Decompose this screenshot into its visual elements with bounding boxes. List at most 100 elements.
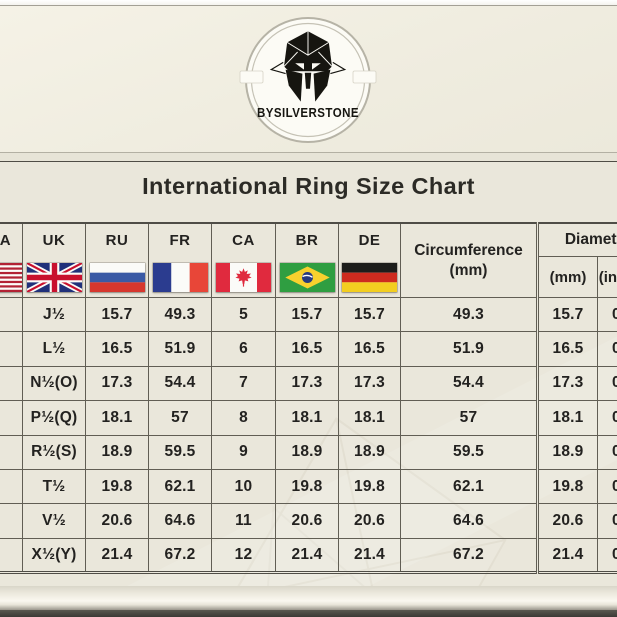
ca-label: CA [232,232,255,249]
cell-diameter-mm-r2: 16.5 [536,331,598,367]
cell-diameter-in-r1: 0.62 [597,296,617,333]
cell-usa-r4 [0,400,23,436]
cell-circumference-r3: 54.4 [400,365,538,402]
cell-fr-r6: 62.1 [148,468,212,505]
br-label: BR [295,232,319,249]
cell-ca-r3: 7 [211,365,276,402]
brand-logo: BYSILVERSTONE [239,17,377,143]
cell-diameter-in-r2: 0.65 [597,331,617,367]
cell-diameter-mm-r1: 15.7 [536,296,598,333]
cell-circumference-r2: 51.9 [400,331,538,367]
cell-usa-r8 [0,537,23,574]
cell-usa-r6 [0,468,23,505]
cell-de-r1: 15.7 [338,296,401,333]
col-header-diameter: Diameter [536,222,617,258]
col-header-ru: RU [85,222,149,298]
ru-flag-icon [89,257,145,297]
cell-br-r3: 17.3 [275,365,339,402]
cell-de-r5: 18.9 [338,434,401,470]
circumference-label: Circumference [414,242,523,260]
page-title: International Ring Size Chart [142,173,475,199]
col-header-usa: USA [0,222,23,298]
fr-flag-icon [152,257,208,297]
cell-ru-r6: 19.8 [85,468,149,505]
cell-ca-r6: 10 [211,468,276,505]
ca-flag-icon [216,257,271,297]
cell-de-r8: 21.4 [338,537,401,574]
cell-circumference-r5: 59.5 [400,434,538,470]
cell-ru-r7: 20.6 [85,503,149,539]
cell-br-r8: 21.4 [275,537,339,574]
cell-fr-r1: 49.3 [148,296,212,333]
cell-fr-r7: 64.6 [148,503,212,539]
cell-ru-r1: 15.7 [85,296,149,333]
cell-de-r7: 20.6 [338,503,401,539]
cell-de-r6: 19.8 [338,468,401,505]
usa-label: USA [0,232,12,249]
br-flag-icon [279,257,335,297]
cell-fr-r4: 57 [148,400,212,436]
cell-circumference-r7: 64.6 [400,503,538,539]
cell-de-r2: 16.5 [338,331,401,367]
cell-ru-r3: 17.3 [85,365,149,402]
cell-fr-r5: 59.5 [148,434,212,470]
cell-diameter-in-r4: 0.71 [597,400,617,436]
cell-uk-r8: X½(Y) [22,537,86,574]
cell-ru-r5: 18.9 [85,434,149,470]
cell-br-r1: 15.7 [275,296,339,333]
cell-diameter-mm-r8: 21.4 [536,537,598,574]
cell-diameter-mm-r6: 19.8 [536,468,598,505]
cell-diameter-mm-r4: 18.1 [536,400,598,436]
cell-diameter-in-r3: 0.68 [597,365,617,402]
cell-diameter-in-r6: 0.78 [597,468,617,505]
ru-label: RU [105,232,129,249]
cell-usa-r5 [0,434,23,470]
col-header-diameter-inches: (inches) [597,256,617,298]
cell-circumference-r4: 57 [400,400,538,436]
cell-uk-r2: L½ [22,331,86,367]
ring-break-right [352,70,377,84]
cell-diameter-in-r7: 0.81 [597,503,617,539]
cell-usa-r2 [0,331,23,367]
brand-name: BYSILVERSTONE [257,105,359,120]
cell-diameter-in-r5: 0.74 [597,434,617,470]
cell-usa-r7 [0,503,23,539]
bottom-frame-edge [0,610,617,617]
cell-usa-r3 [0,365,23,402]
cell-ru-r2: 16.5 [85,331,149,367]
cell-ca-r7: 11 [211,503,276,539]
col-header-diameter-mm: (mm) [536,256,598,298]
col-header-fr: FR [148,222,212,298]
cell-fr-r2: 51.9 [148,331,212,367]
cell-uk-r7: V½ [22,503,86,539]
cell-circumference-r6: 62.1 [400,468,538,505]
cell-de-r4: 18.1 [338,400,401,436]
cell-diameter-in-r8: 0.84 [597,537,617,574]
de-label: DE [358,232,381,249]
cell-uk-r6: T½ [22,468,86,505]
cell-br-r7: 20.6 [275,503,339,539]
cell-ru-r8: 21.4 [85,537,149,574]
cell-uk-r3: N½(O) [22,365,86,402]
cell-diameter-mm-r7: 20.6 [536,503,598,539]
col-header-circumference: Circumference (mm) [400,222,538,298]
uk-flag-icon [26,257,82,297]
circumference-unit: (mm) [449,261,488,279]
cell-ca-r5: 9 [211,434,276,470]
uk-label: UK [42,232,66,249]
cell-ca-r8: 12 [211,537,276,574]
cell-br-r4: 18.1 [275,400,339,436]
cell-br-r2: 16.5 [275,331,339,367]
cell-br-r6: 19.8 [275,468,339,505]
bottom-frame-bevel [0,586,617,610]
cell-de-r3: 17.3 [338,365,401,402]
us-flag-icon [0,257,22,297]
col-header-ca: CA [211,222,276,298]
